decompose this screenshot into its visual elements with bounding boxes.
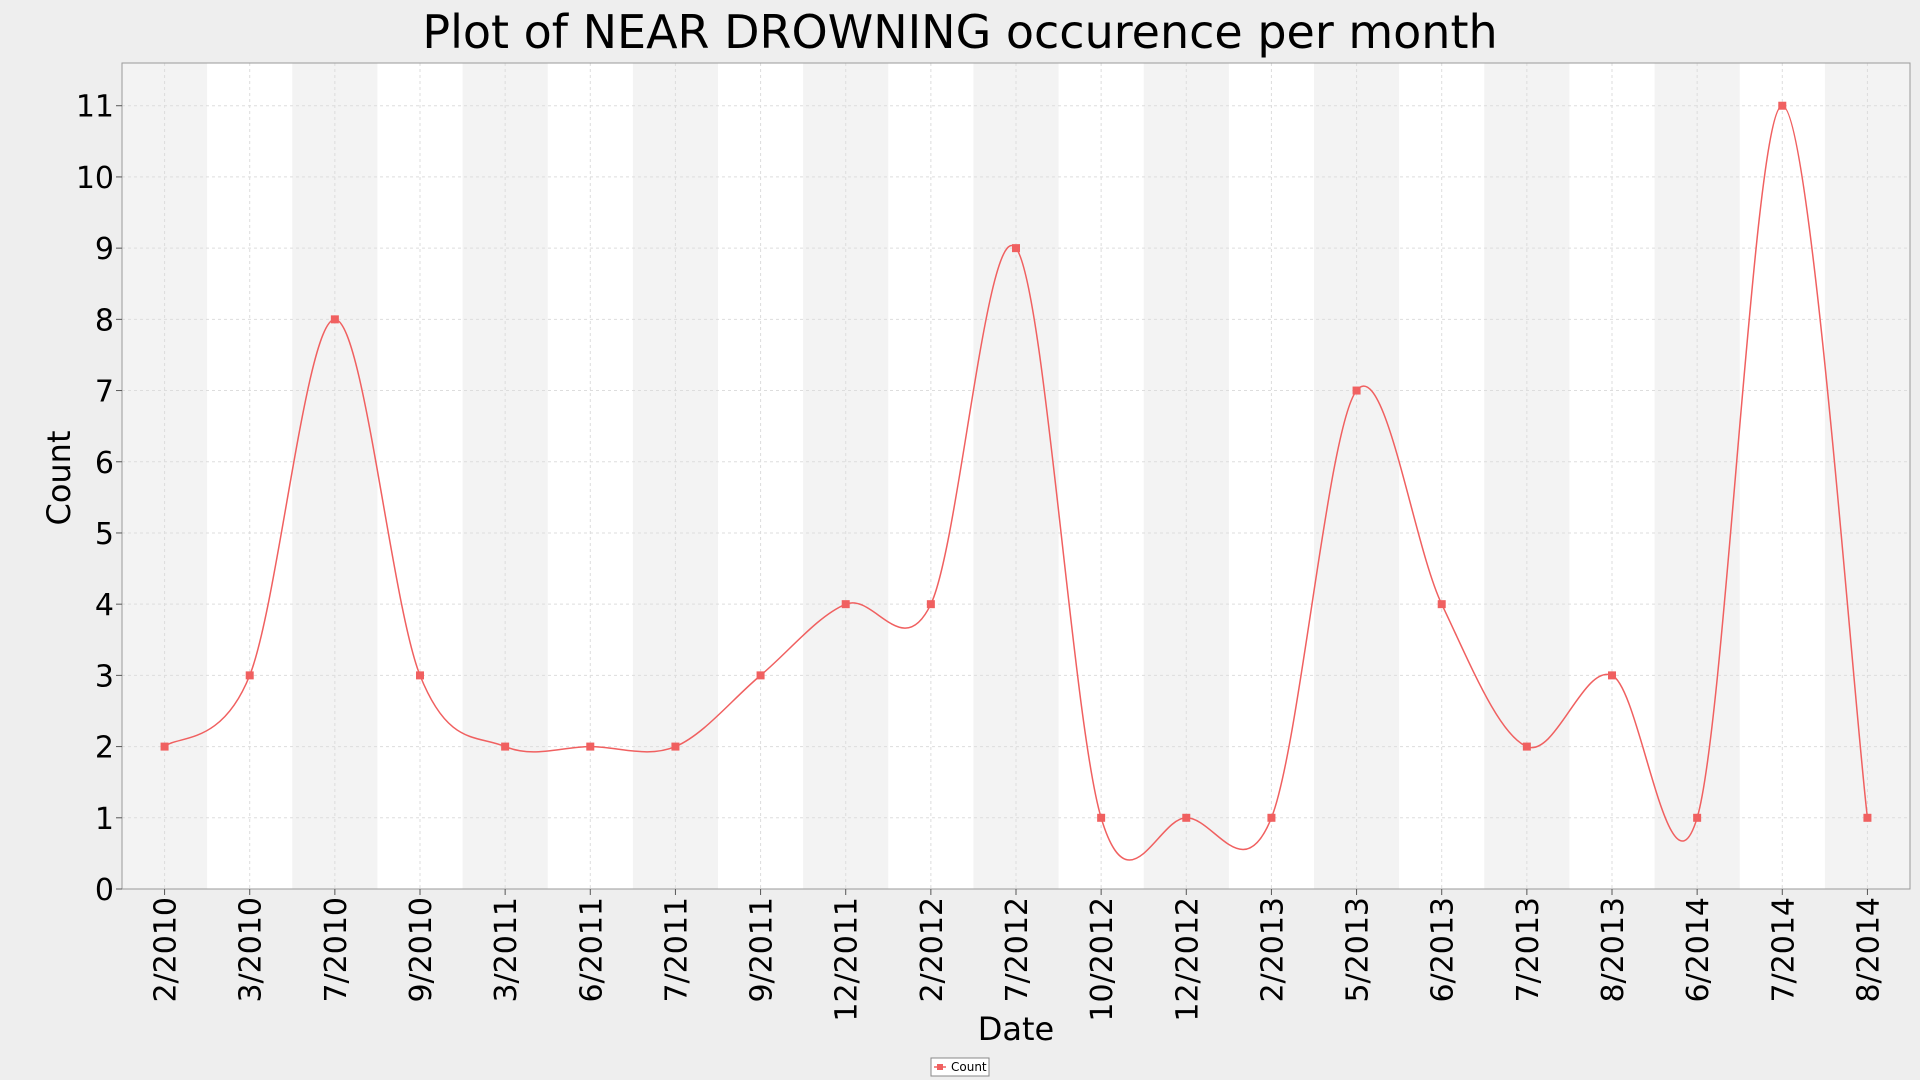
x-tick-label: 8/2014 <box>1851 897 1886 1003</box>
y-tick-label: 1 <box>95 802 114 837</box>
category-band <box>1569 63 1656 889</box>
x-tick-label: 6/2014 <box>1681 897 1716 1003</box>
y-tick-label: 6 <box>95 446 114 481</box>
x-tick-label: 7/2013 <box>1511 897 1546 1003</box>
data-point <box>501 742 510 751</box>
x-tick-label: 5/2013 <box>1341 897 1376 1003</box>
legend-label: Count <box>951 1060 987 1074</box>
category-band <box>1484 63 1570 889</box>
y-tick-label: 0 <box>95 873 114 908</box>
x-tick-label: 7/2012 <box>1000 897 1035 1003</box>
chart-title: Plot of NEAR DROWNING occurence per mont… <box>422 5 1497 59</box>
x-tick-label: 6/2011 <box>574 897 609 1003</box>
x-tick-label: 12/2012 <box>1170 897 1205 1022</box>
data-point <box>1693 813 1702 822</box>
x-tick-label: 7/2014 <box>1766 897 1801 1003</box>
y-tick-label: 11 <box>76 90 114 125</box>
category-band <box>973 63 1060 889</box>
data-point <box>1778 101 1787 110</box>
legend: Count <box>930 1057 990 1077</box>
y-tick-label: 2 <box>95 731 114 766</box>
category-band <box>122 63 208 889</box>
data-point <box>416 671 424 680</box>
series-markers <box>160 101 1872 822</box>
category-band <box>1058 63 1145 889</box>
category-band <box>377 63 464 889</box>
category-band <box>1314 63 1400 889</box>
category-band <box>1143 63 1230 889</box>
x-tick-label: 3/2010 <box>234 897 269 1003</box>
y-axis: 0 1 2 3 4 5 6 7 8 9 10 11 <box>76 90 122 908</box>
data-point <box>1352 386 1361 395</box>
x-tick-label: 6/2013 <box>1426 897 1461 1003</box>
x-tick-label: 10/2012 <box>1085 897 1120 1022</box>
category-band <box>1399 63 1485 889</box>
data-point <box>1182 813 1191 822</box>
category-band <box>718 63 804 889</box>
data-point <box>1012 244 1020 253</box>
data-point <box>586 742 595 751</box>
y-axis-label: Count <box>40 430 78 525</box>
x-tick-label: 12/2011 <box>830 897 865 1022</box>
data-point <box>671 742 680 751</box>
category-band <box>1228 63 1315 889</box>
x-tick-label: 7/2011 <box>659 897 694 1003</box>
data-point <box>756 671 765 680</box>
category-band <box>1654 63 1741 889</box>
x-axis: 2/2010 3/2010 7/2010 9/2010 3/2011 6/2011 7/20… <box>149 889 1886 1022</box>
data-point <box>1267 813 1276 822</box>
category-band <box>547 63 634 889</box>
x-tick-label: 9/2010 <box>404 897 439 1003</box>
y-tick-label: 5 <box>95 517 114 552</box>
x-tick-label: 8/2013 <box>1596 897 1631 1003</box>
category-band <box>803 63 889 889</box>
data-point <box>1097 813 1106 822</box>
data-point <box>1437 600 1446 609</box>
data-point <box>245 671 254 680</box>
x-tick-label: 2/2012 <box>915 897 950 1003</box>
category-band <box>1739 63 1826 889</box>
category-band <box>207 63 293 889</box>
data-point <box>330 315 339 324</box>
y-tick-label: 7 <box>95 375 114 410</box>
data-point <box>841 600 850 609</box>
y-tick-label: 3 <box>95 659 114 694</box>
data-point <box>160 742 169 751</box>
plot-area <box>122 63 1911 889</box>
y-tick-label: 9 <box>95 232 114 267</box>
x-tick-label: 3/2011 <box>489 897 524 1003</box>
data-point <box>1863 813 1872 822</box>
x-axis-label: Date <box>978 1010 1054 1048</box>
x-tick-label: 9/2011 <box>745 897 780 1003</box>
y-tick-label: 8 <box>95 303 114 338</box>
y-tick-label: 4 <box>95 588 114 623</box>
category-band <box>292 63 378 889</box>
x-tick-label: 2/2013 <box>1255 897 1290 1003</box>
x-tick-label: 7/2010 <box>319 897 354 1003</box>
data-point <box>926 600 935 609</box>
x-tick-label: 2/2010 <box>149 897 184 1003</box>
data-point <box>1608 671 1616 680</box>
category-band <box>1824 63 1911 889</box>
y-tick-label: 10 <box>76 161 114 196</box>
data-point <box>1522 742 1531 751</box>
legend-marker <box>937 1064 943 1070</box>
legend-box <box>930 1057 990 1077</box>
